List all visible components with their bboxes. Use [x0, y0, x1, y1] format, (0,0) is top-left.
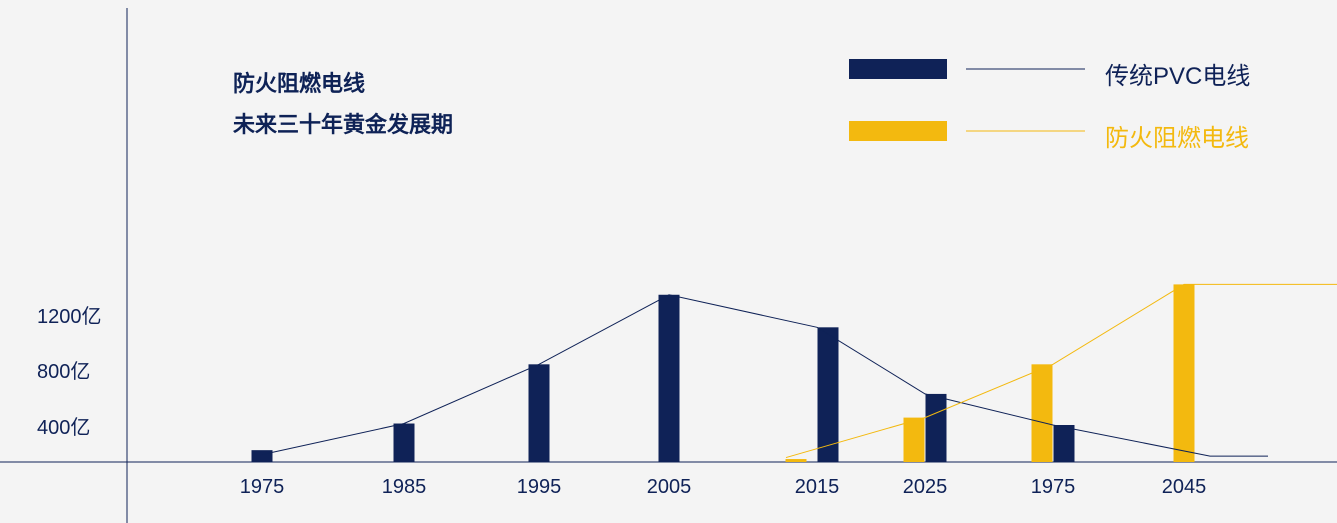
bar-fireproof-6 — [1031, 364, 1053, 462]
x-tick-label-5: 2025 — [903, 476, 948, 498]
bar-traditional-4 — [817, 327, 839, 462]
y-tick-label-400: 400亿 — [37, 416, 90, 439]
chart-title-line-1: 防火阻燃电线 — [233, 71, 366, 96]
legend — [849, 59, 1085, 141]
y-tick-labels: 400亿 800亿 1200亿 — [37, 305, 102, 439]
bar-traditional-5 — [925, 393, 947, 462]
chart-title-line-2: 未来三十年黄金发展期 — [233, 112, 454, 137]
x-tick-label-0: 1975 — [240, 476, 285, 498]
legend-swatch-traditional — [849, 59, 947, 79]
legend-label-traditional: 传统PVC电线 — [1105, 63, 1251, 90]
bar-fireproof-4 — [785, 459, 807, 462]
bar-traditional-3 — [658, 294, 680, 462]
bar-traditional-6 — [1053, 425, 1075, 462]
legend-label-fireproof: 防火阻燃电线 — [1105, 125, 1249, 152]
trend-lines-layer — [261, 283, 1337, 459]
bars-layer — [251, 284, 1195, 462]
x-tick-label-2: 1995 — [517, 476, 562, 498]
x-tick-label-6: 1975 — [1031, 476, 1076, 498]
bar-traditional-1 — [393, 423, 415, 462]
y-tick-label-800: 800亿 — [37, 360, 90, 383]
x-tick-label-3: 2005 — [647, 476, 692, 498]
y-tick-label-1200: 1200亿 — [37, 305, 102, 328]
legend-swatch-fireproof — [849, 121, 947, 141]
x-tick-labels: 1975 1985 1995 2005 2015 2025 1975 2045 — [240, 476, 1207, 498]
trend-line-fireproof — [785, 283, 1337, 459]
x-tick-label-1: 1985 — [382, 476, 427, 498]
bar-fireproof-5 — [903, 417, 925, 462]
bar-traditional-2 — [528, 364, 550, 462]
bar-fireproof-7 — [1173, 284, 1195, 462]
x-tick-label-4: 2015 — [795, 476, 840, 498]
trend-line-traditional — [261, 294, 1268, 457]
bar-traditional-0 — [251, 450, 273, 462]
x-tick-label-7: 2045 — [1162, 476, 1207, 498]
